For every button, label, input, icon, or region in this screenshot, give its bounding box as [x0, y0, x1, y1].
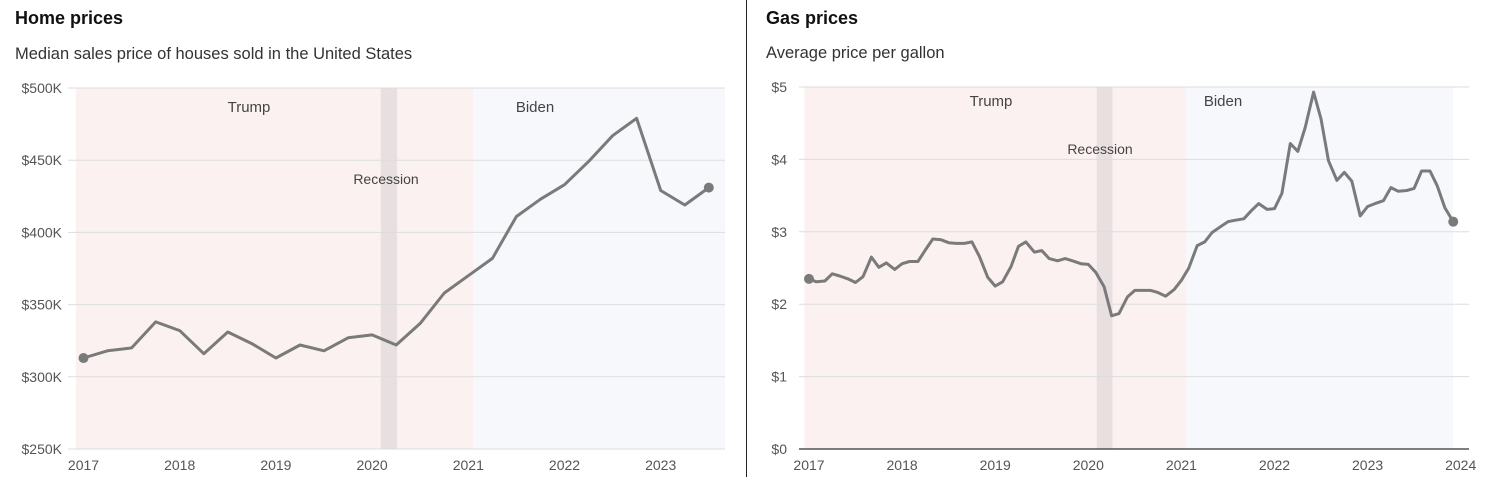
gas-prices-chart: $5 $4 $3 $2 $1 $0 2017 2018 2019 2020 2021 2022 2023…	[771, 79, 1476, 473]
home-start-point	[78, 353, 89, 364]
gas-y-tick-label: $3	[771, 224, 787, 240]
home-x-tick-label: 2019	[260, 457, 291, 473]
home-y-tick-label: $400K	[22, 224, 63, 240]
home-era-label-biden: Biden	[516, 99, 554, 116]
home-y-tick-label: $450K	[22, 152, 63, 168]
home-prices-panel: Home prices Median sales price of houses…	[15, 8, 725, 473]
home-x-tick-label: 2021	[453, 457, 484, 473]
gas-end-point	[1448, 216, 1459, 227]
home-era-band-biden	[473, 88, 725, 449]
home-x-tick-label: 2017	[68, 457, 99, 473]
gas-series-line	[807, 90, 1455, 318]
gas-x-tick-label: 2024	[1445, 457, 1476, 473]
home-x-tick-label: 2020	[357, 457, 388, 473]
home-y-tick-label: $300K	[22, 369, 63, 385]
home-era-label-trump: Trump	[228, 99, 271, 116]
gas-x-tick-label: 2023	[1352, 457, 1383, 473]
gas-x-tick-label: 2017	[793, 457, 824, 473]
gas-prices-panel: Gas prices Average price per gallon $5 $4…	[746, 0, 1485, 477]
gas-start-point	[804, 273, 814, 284]
gas-era-label-trump: Trump	[970, 93, 1013, 110]
home-recession-band	[380, 88, 398, 449]
gas-y-tick-label: $5	[771, 79, 787, 95]
gas-x-tick-label: 2021	[1166, 457, 1197, 473]
gas-x-tick-label: 2019	[980, 457, 1011, 473]
gas-recession-label: Recession	[1067, 141, 1132, 157]
home-y-tick-label: $250K	[22, 441, 63, 457]
gas-era-label-biden: Biden	[1204, 93, 1242, 110]
home-chart-title: Home prices	[15, 8, 124, 28]
home-series-line	[82, 116, 711, 360]
gas-chart-subtitle: Average price per gallon	[766, 44, 945, 62]
home-end-point	[703, 182, 714, 193]
home-era-band-trump	[75, 88, 474, 449]
home-x-tick-label: 2023	[645, 457, 676, 473]
gas-era-band-biden	[1186, 87, 1453, 449]
gas-y-tick-label: $4	[771, 151, 787, 167]
home-prices-chart: $500K $450K $400K $350K $300K $250K 2017 2018 20…	[22, 80, 725, 473]
home-y-tick-label: $350K	[22, 297, 63, 313]
gas-y-tick-label: $1	[771, 369, 787, 385]
home-x-tick-label: 2018	[164, 457, 195, 473]
home-x-tick-label: 2022	[549, 457, 580, 473]
gas-x-tick-label: 2022	[1259, 457, 1290, 473]
gas-x-tick-label: 2020	[1073, 457, 1104, 473]
home-recession-label: Recession	[353, 171, 418, 187]
gas-recession-band	[1096, 87, 1113, 449]
gas-y-tick-label: $2	[771, 296, 787, 312]
gas-chart-title: Gas prices	[766, 8, 859, 28]
gas-x-tick-label: 2018	[887, 457, 918, 473]
home-chart-subtitle: Median sales price of houses sold in the…	[15, 45, 413, 63]
gas-y-tick-label: $0	[771, 441, 787, 457]
home-y-tick-label: $500K	[22, 80, 63, 96]
